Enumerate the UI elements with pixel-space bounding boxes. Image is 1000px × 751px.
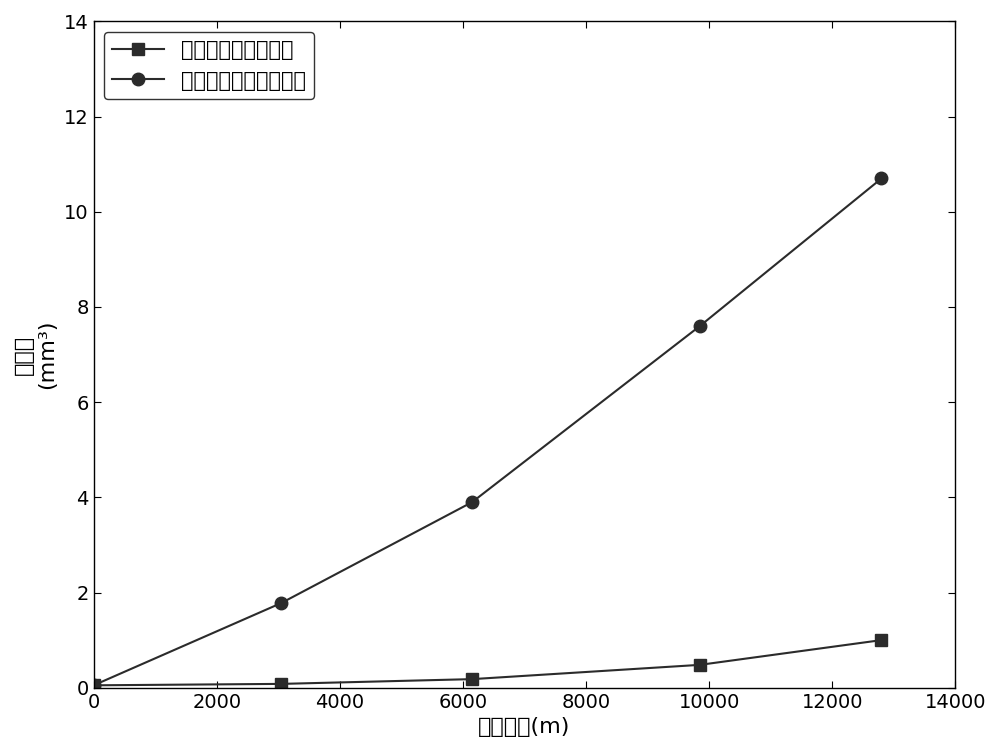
- Y-axis label: 磨损量
(mm³): 磨损量 (mm³): [14, 320, 57, 389]
- Line: 脱钻的金刚石复合片: 脱钻的金刚石复合片: [87, 634, 888, 692]
- 未脱钻的金刚石复合片: [466, 498, 478, 507]
- 脱钻的金刚石复合片: [275, 680, 287, 689]
- Line: 未脱钻的金刚石复合片: 未脱钻的金刚石复合片: [87, 172, 888, 692]
- 脱钻的金刚石复合片: [88, 681, 100, 690]
- 脱钻的金刚石复合片: [875, 635, 887, 644]
- X-axis label: 直线距离(m): 直线距离(m): [478, 717, 571, 737]
- 未脱钻的金刚石复合片: [275, 599, 287, 608]
- Legend: 脱钻的金刚石复合片, 未脱钻的金刚石复合片: 脱钻的金刚石复合片, 未脱钻的金刚石复合片: [104, 32, 314, 99]
- 脱钻的金刚石复合片: [466, 674, 478, 683]
- 未脱钻的金刚石复合片: [875, 174, 887, 183]
- 脱钻的金刚石复合片: [694, 660, 706, 669]
- 未脱钻的金刚石复合片: [694, 321, 706, 330]
- 未脱钻的金刚石复合片: [88, 681, 100, 690]
